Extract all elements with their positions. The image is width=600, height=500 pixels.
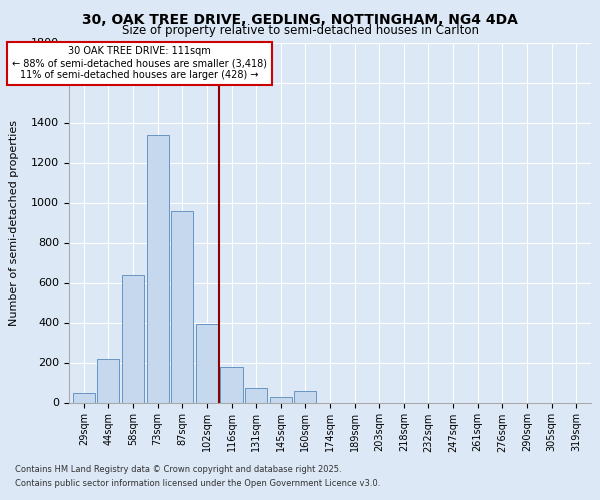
- Bar: [171, 210, 193, 402]
- Bar: [97, 358, 119, 403]
- Text: Size of property relative to semi-detached houses in Carlton: Size of property relative to semi-detach…: [121, 24, 479, 37]
- Bar: [196, 324, 218, 402]
- Bar: [269, 396, 292, 402]
- Text: 30, OAK TREE DRIVE, GEDLING, NOTTINGHAM, NG4 4DA: 30, OAK TREE DRIVE, GEDLING, NOTTINGHAM,…: [82, 12, 518, 26]
- Bar: [122, 274, 144, 402]
- Y-axis label: Number of semi-detached properties: Number of semi-detached properties: [10, 120, 19, 326]
- Text: 30 OAK TREE DRIVE: 111sqm
← 88% of semi-detached houses are smaller (3,418)
11% : 30 OAK TREE DRIVE: 111sqm ← 88% of semi-…: [11, 46, 266, 80]
- Text: Contains public sector information licensed under the Open Government Licence v3: Contains public sector information licen…: [15, 479, 380, 488]
- Bar: [294, 390, 316, 402]
- Text: Contains HM Land Registry data © Crown copyright and database right 2025.: Contains HM Land Registry data © Crown c…: [15, 466, 341, 474]
- Bar: [220, 366, 242, 402]
- Bar: [146, 134, 169, 402]
- Bar: [73, 392, 95, 402]
- Bar: [245, 388, 267, 402]
